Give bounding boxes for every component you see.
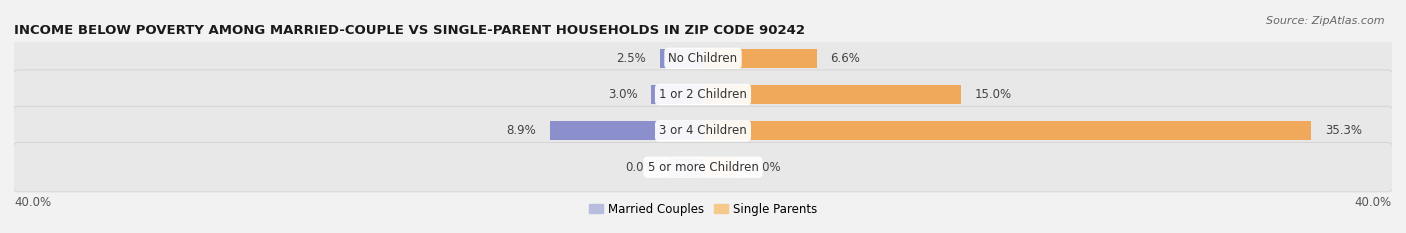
Text: 0.0%: 0.0% — [626, 161, 655, 174]
FancyBboxPatch shape — [13, 70, 1393, 119]
Text: 15.0%: 15.0% — [976, 88, 1012, 101]
Text: 1 or 2 Children: 1 or 2 Children — [659, 88, 747, 101]
Text: No Children: No Children — [668, 52, 738, 65]
Text: 3 or 4 Children: 3 or 4 Children — [659, 124, 747, 137]
Text: 40.0%: 40.0% — [1355, 195, 1392, 209]
Text: 6.6%: 6.6% — [831, 52, 860, 65]
Text: 8.9%: 8.9% — [506, 124, 536, 137]
Bar — [703, 121, 1310, 140]
Text: INCOME BELOW POVERTY AMONG MARRIED-COUPLE VS SINGLE-PARENT HOUSEHOLDS IN ZIP COD: INCOME BELOW POVERTY AMONG MARRIED-COUPL… — [14, 24, 806, 37]
Bar — [550, 121, 703, 140]
Text: 3.0%: 3.0% — [607, 88, 637, 101]
Text: 2.5%: 2.5% — [616, 52, 647, 65]
Bar — [703, 49, 817, 68]
FancyBboxPatch shape — [13, 106, 1393, 156]
Legend: Married Couples, Single Parents: Married Couples, Single Parents — [585, 198, 821, 220]
FancyBboxPatch shape — [13, 143, 1393, 192]
Text: 35.3%: 35.3% — [1324, 124, 1362, 137]
Text: 0.0%: 0.0% — [751, 161, 780, 174]
Text: Source: ZipAtlas.com: Source: ZipAtlas.com — [1267, 16, 1385, 26]
Bar — [659, 49, 703, 68]
Text: 5 or more Children: 5 or more Children — [648, 161, 758, 174]
Bar — [651, 85, 703, 104]
Bar — [669, 158, 703, 177]
Bar — [703, 158, 738, 177]
FancyBboxPatch shape — [13, 34, 1393, 83]
Bar — [703, 85, 962, 104]
Text: 40.0%: 40.0% — [14, 195, 51, 209]
